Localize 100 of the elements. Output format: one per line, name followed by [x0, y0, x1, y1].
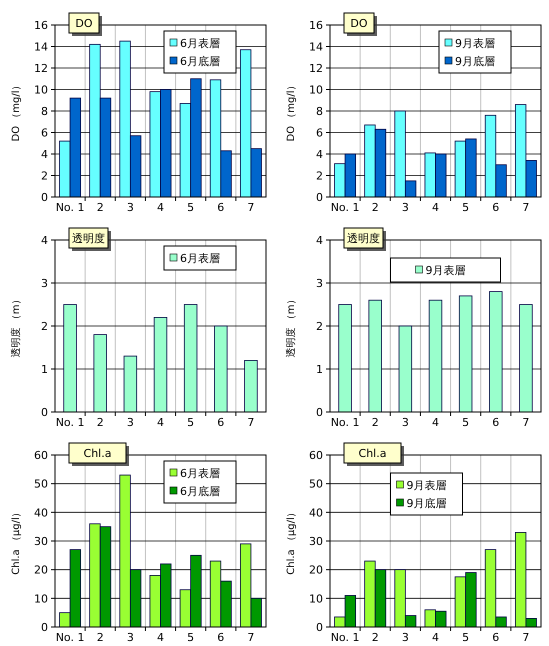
bar [154, 317, 168, 412]
x-tick-label: 5 [187, 416, 194, 429]
x-tick-label: 7 [247, 631, 254, 644]
bar [214, 326, 228, 412]
y-tick-label: 0 [41, 621, 48, 634]
x-tick-label: No. 1 [330, 201, 360, 214]
y-tick-label: 14 [309, 40, 323, 54]
y-tick-label: 10 [34, 84, 48, 96]
y-tick-label: 16 [34, 19, 48, 32]
x-tick-label: 4 [157, 416, 164, 429]
legend-label: 9月表層 [426, 264, 466, 277]
x-tick-label: 3 [402, 631, 409, 644]
legend-label: 9月底層 [406, 497, 446, 510]
chart-title: DO [350, 17, 368, 30]
x-tick-label: 3 [126, 416, 134, 429]
y-tick-label: 50 [34, 478, 48, 491]
x-tick-label: 7 [247, 201, 254, 214]
x-tick-label: 6 [217, 416, 224, 429]
y-axis-title: Chl.a （μg/l） [11, 507, 22, 575]
x-tick-label: 4 [432, 416, 439, 429]
x-tick-label: 6 [492, 201, 500, 214]
y-axis-title: 透明度 （m） [285, 294, 297, 358]
legend-label: 9月底層 [455, 55, 495, 68]
legend-label: 6月底層 [180, 55, 220, 68]
legend-label: 9月表層 [455, 37, 495, 50]
legend-label: 6月表層 [180, 252, 220, 265]
x-tick-label: 2 [372, 416, 379, 429]
y-tick-label: 60 [34, 449, 48, 462]
y-tick-label: 1 [41, 363, 48, 376]
y-tick-label: 0 [316, 191, 323, 204]
y-tick-label: 6 [316, 126, 323, 140]
y-tick-label: 2 [41, 320, 48, 333]
y-tick-label: 50 [309, 478, 323, 491]
bar [458, 296, 472, 412]
x-tick-label: 3 [402, 201, 409, 214]
x-tick-label: 2 [96, 416, 104, 429]
bar [184, 304, 198, 412]
y-tick-label: 4 [41, 234, 48, 247]
y-axis-title: DO （mg/l） [286, 80, 297, 142]
y-tick-label: 10 [34, 592, 48, 606]
x-tick-label: 2 [96, 631, 104, 644]
x-tick-label: 2 [372, 631, 379, 644]
x-tick-label: 4 [157, 631, 164, 644]
x-tick-label: No. 1 [56, 201, 84, 214]
y-tick-label: 0 [41, 191, 48, 204]
x-tick-label: 6 [492, 631, 500, 644]
y-tick-label: 40 [34, 506, 48, 520]
y-tick-label: 3 [41, 277, 48, 290]
x-tick-label: No. 1 [330, 416, 360, 429]
x-tick-label: 5 [462, 416, 470, 429]
x-tick-label: 5 [462, 201, 470, 214]
x-tick-label: 3 [402, 416, 409, 429]
y-tick-label: 4 [316, 148, 323, 161]
y-tick-label: 14 [34, 40, 48, 54]
legend-label: 6月表層 [180, 467, 220, 480]
x-tick-label: 3 [126, 631, 134, 644]
x-tick-label: 7 [522, 416, 530, 429]
y-axis-title: 透明度 （m） [10, 294, 22, 358]
legend-label: 9月表層 [406, 479, 446, 492]
y-tick-label: 0 [41, 406, 48, 419]
chart-title: Chl.a [358, 447, 386, 460]
chart-title: DO [75, 17, 93, 30]
x-tick-label: 6 [492, 416, 500, 429]
x-tick-label: 7 [247, 416, 254, 429]
x-tick-label: 4 [157, 201, 164, 214]
y-tick-label: 0 [316, 406, 323, 419]
y-tick-label: 3 [316, 277, 323, 290]
x-tick-label: 5 [187, 201, 194, 214]
y-tick-label: 6 [41, 126, 48, 140]
bar [489, 291, 503, 412]
chart-title: 透明度 [347, 232, 380, 245]
x-tick-label: No. 1 [56, 631, 84, 644]
legend-label: 6月底層 [180, 485, 220, 498]
y-tick-label: 4 [316, 234, 323, 247]
y-tick-label: 40 [309, 506, 323, 520]
bar [368, 300, 382, 412]
y-tick-label: 8 [316, 105, 323, 118]
y-tick-label: 20 [34, 564, 48, 577]
y-tick-label: 2 [316, 320, 323, 333]
x-tick-label: 7 [522, 631, 530, 644]
chart-title: 透明度 [72, 232, 105, 245]
x-tick-label: 5 [462, 631, 470, 644]
x-tick-label: 2 [96, 201, 104, 214]
x-tick-label: 6 [217, 201, 224, 214]
y-tick-label: 0 [316, 621, 323, 634]
y-tick-label: 2 [41, 170, 48, 182]
y-axis-title: DO （mg/l） [11, 80, 22, 142]
x-tick-label: 2 [372, 201, 379, 214]
x-tick-label: 3 [126, 201, 134, 214]
y-tick-label: 12 [309, 62, 323, 75]
y-tick-label: 4 [41, 148, 48, 161]
x-tick-label: 4 [432, 631, 439, 644]
y-tick-label: 1 [316, 363, 323, 376]
x-tick-label: 4 [432, 201, 439, 214]
x-tick-label: 7 [522, 201, 530, 214]
bar [63, 304, 77, 412]
bar [338, 304, 352, 412]
y-tick-label: 20 [309, 564, 323, 577]
x-tick-label: No. 1 [330, 631, 360, 644]
y-tick-label: 10 [309, 84, 323, 96]
